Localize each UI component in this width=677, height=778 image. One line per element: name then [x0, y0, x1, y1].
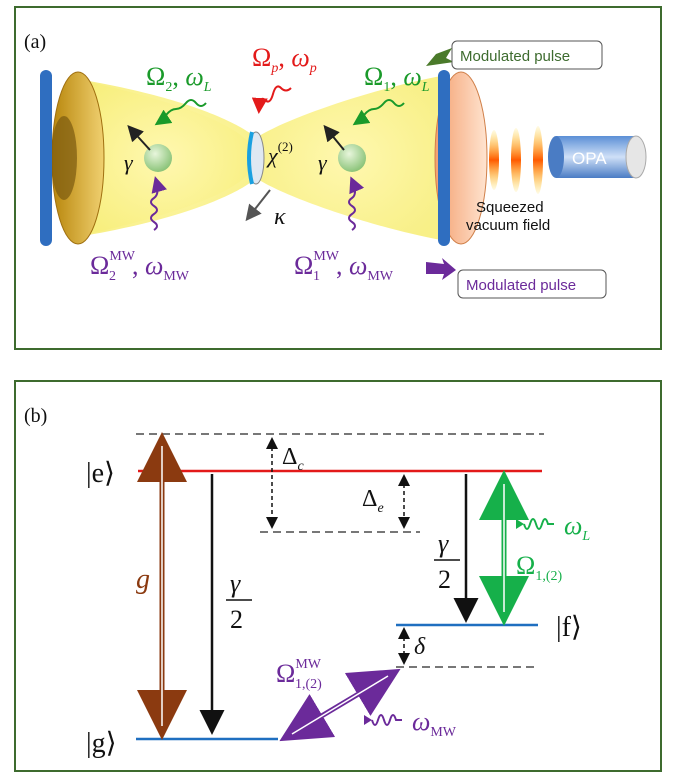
gamma-left-label: γ: [124, 150, 134, 175]
atom-left: [144, 144, 172, 172]
gamma-right-den: 2: [438, 565, 451, 594]
mw-label: ΩMW 1,(2): [276, 657, 322, 692]
delta-c-label: Δc: [282, 444, 304, 474]
panel-b-label: (b): [24, 405, 47, 427]
modulated-pulse-bottom-text: Modulated pulse: [466, 277, 576, 294]
chi-label: χ(2): [266, 139, 293, 168]
squeezed-pulse-3: [533, 126, 543, 194]
state-g-label: |g⟩: [86, 728, 117, 759]
modulated-pulse-top-text: Modulated pulse: [460, 48, 570, 65]
squeezed-pulse-1: [489, 130, 499, 190]
mw2-label: ΩMW 2, ωMW: [90, 249, 190, 284]
gamma-right-num: γ: [438, 529, 449, 558]
omegap-wave-arrow: [251, 85, 292, 114]
squeezed-pulse-2: [511, 128, 521, 192]
mw-transition-arrow-inner: [291, 675, 389, 735]
squeezed-label-line1: Squeezed: [476, 199, 544, 216]
omega2-label: Ω2, ωL: [146, 62, 212, 95]
panel-a-diagram: (a) γ γ κ χ(2): [24, 31, 647, 299]
omega-mw-wave-head: [364, 715, 372, 725]
omega1-label: Ω1, ωL: [364, 62, 430, 95]
panel-b-diagram: (b) |e⟩ |g⟩ |f⟩ g γ 2 Δc Δe γ 2: [24, 405, 590, 759]
omega-12-label: Ω1,(2): [516, 551, 562, 584]
atom-right: [338, 144, 366, 172]
gamma-right-arrow: [323, 124, 345, 151]
omega-L-label: ωL: [564, 511, 590, 544]
omega-mw-label: ωMW: [412, 707, 457, 740]
modulated-pulse-bottom-arrow: [426, 258, 456, 280]
modulated-pulse-top-arrow: [426, 48, 454, 66]
panel-a: (a) γ γ κ χ(2): [14, 6, 662, 350]
mw2-wave-arrow: [150, 176, 167, 231]
gamma-left-num: γ: [230, 569, 241, 598]
delta-e-label: Δe: [362, 486, 384, 516]
gamma-right-label: γ: [318, 150, 328, 175]
omega-L-wave-head: [516, 519, 524, 529]
kappa-label: κ: [274, 204, 286, 230]
modulated-pulse-top-box: [451, 40, 603, 70]
left-mirror-edge: [40, 70, 52, 246]
opa-cylinder-right: [625, 135, 647, 179]
mw1-wave-arrow: [348, 176, 365, 231]
omegap-label: Ωp, ωp: [252, 43, 317, 76]
opa-cylinder-left: [548, 136, 564, 178]
panel-b: (b) |e⟩ |g⟩ |f⟩ g γ 2 Δc Δe γ 2: [14, 380, 662, 772]
opa-label: OPA: [572, 149, 607, 168]
g-label: g: [136, 564, 150, 595]
delta-label: δ: [414, 634, 426, 660]
panel-a-label: (a): [24, 31, 46, 53]
mw1-label: ΩMW 1, ωMW: [294, 249, 394, 284]
state-f-label: |f⟩: [556, 612, 582, 643]
omega2-wave-arrow: [154, 99, 207, 126]
omega-L-wave: [523, 518, 554, 530]
left-mirror-hole: [51, 116, 77, 200]
omega1-wave-arrow: [352, 99, 405, 126]
state-e-label: |e⟩: [86, 458, 115, 489]
opa-cylinder-body: [556, 136, 636, 178]
modulated-pulse-bottom-box: [457, 269, 607, 299]
gamma-left-den: 2: [230, 605, 243, 634]
kappa-arrow: [245, 189, 271, 222]
omega-mw-wave: [371, 714, 402, 726]
squeezed-label-line2: vacuum field: [466, 217, 550, 234]
right-mirror-edge: [438, 70, 450, 246]
gamma-left-arrow: [127, 125, 151, 151]
chi2-crystal-edge: [247, 131, 254, 185]
